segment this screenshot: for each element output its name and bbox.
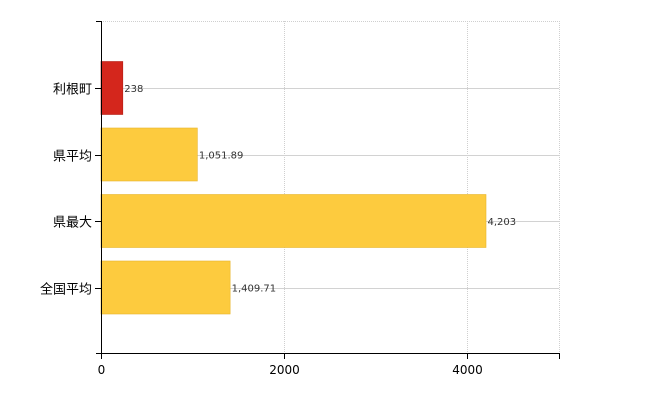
data-label: 4,203 — [487, 217, 516, 228]
data-labels: 238 1,051.89 4,203 1,409.71 — [124, 84, 516, 295]
bars — [100, 61, 487, 315]
y-tick-label: 県平均 — [53, 150, 92, 165]
bar-2 — [100, 127, 198, 182]
y-tick-label: 県最大 — [53, 216, 92, 231]
bar-3 — [100, 194, 487, 248]
x-tick-label: 0 — [98, 363, 106, 377]
data-label: 1,051.89 — [199, 151, 244, 162]
data-label: 1,409.71 — [232, 284, 277, 295]
x-tick-label: 2000 — [269, 363, 300, 377]
bar-1 — [100, 61, 124, 115]
y-tick-label: 全国平均 — [40, 282, 92, 298]
y-tick-label: 利根町 — [53, 83, 92, 98]
x-tick-label: 4000 — [452, 363, 483, 377]
bar-4 — [100, 260, 231, 315]
data-label: 238 — [124, 84, 143, 95]
